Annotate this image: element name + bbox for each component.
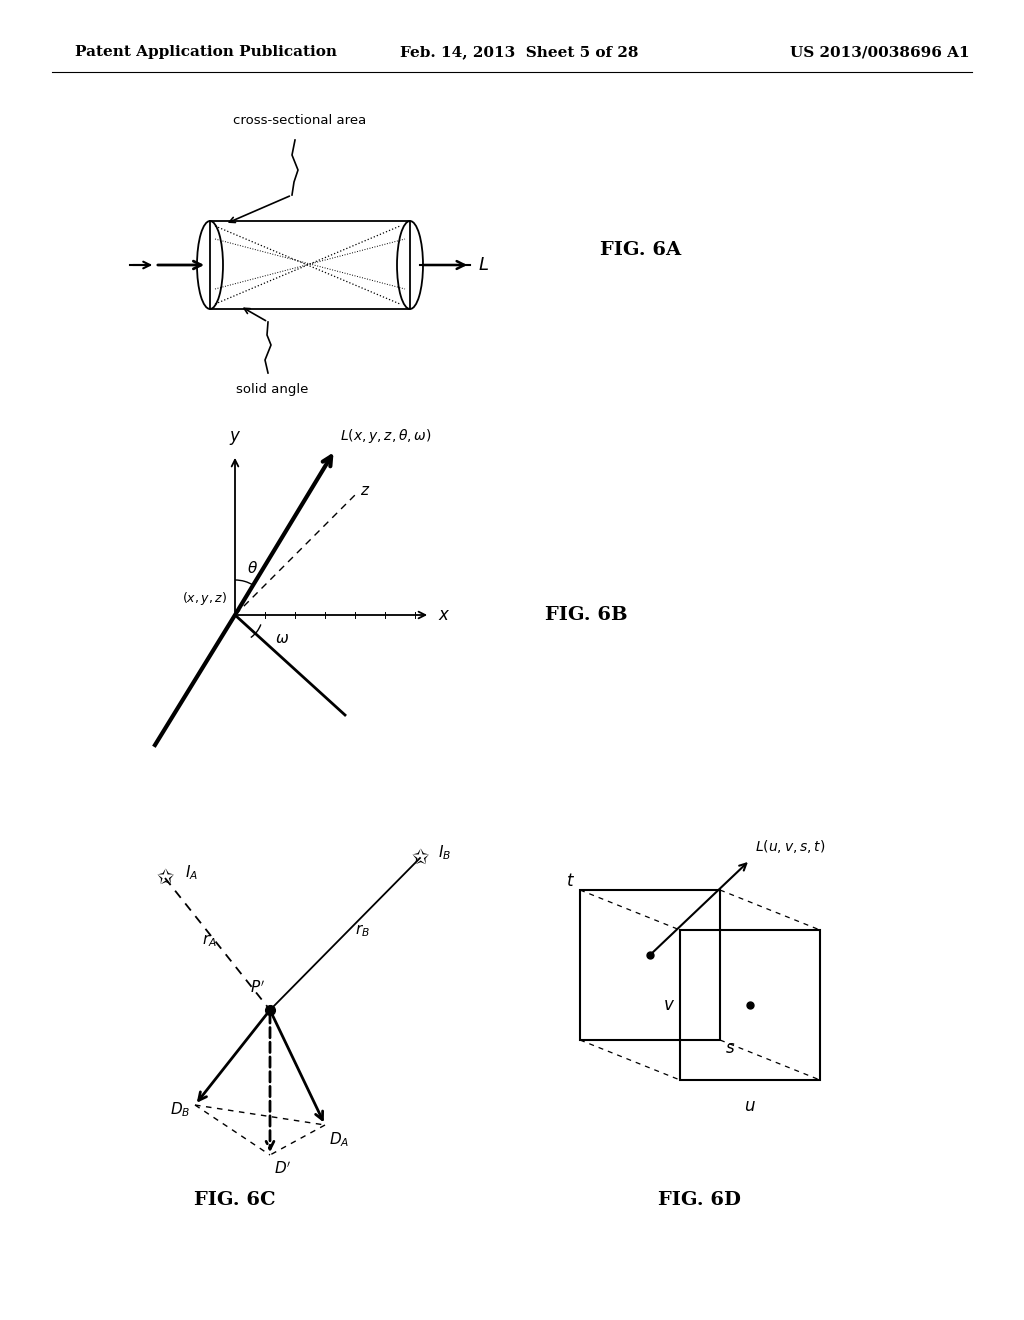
Text: $I_B$: $I_B$ <box>438 843 452 862</box>
Text: $\omega$: $\omega$ <box>275 632 289 645</box>
Text: $L(u,v,s,t)$: $L(u,v,s,t)$ <box>755 838 825 855</box>
Text: $y$: $y$ <box>228 429 242 447</box>
Text: FIG. 6D: FIG. 6D <box>658 1191 741 1209</box>
Text: $L(x,y,z,\theta,\omega)$: $L(x,y,z,\theta,\omega)$ <box>340 426 431 445</box>
Text: solid angle: solid angle <box>236 384 308 396</box>
Text: $(x,y,z)$: $(x,y,z)$ <box>182 590 227 607</box>
Text: $v$: $v$ <box>663 997 675 1014</box>
Text: $D_B$: $D_B$ <box>170 1100 190 1119</box>
Text: $P'$: $P'$ <box>250 979 265 997</box>
Text: FIG. 6A: FIG. 6A <box>600 242 681 259</box>
Text: $L$: $L$ <box>478 256 488 275</box>
Text: $u$: $u$ <box>744 1098 756 1115</box>
Text: $x$: $x$ <box>438 606 451 623</box>
Text: FIG. 6C: FIG. 6C <box>195 1191 275 1209</box>
Text: $t$: $t$ <box>566 873 575 890</box>
Text: cross-sectional area: cross-sectional area <box>233 114 367 127</box>
Text: ✩: ✩ <box>412 847 429 869</box>
Text: US 2013/0038696 A1: US 2013/0038696 A1 <box>790 45 970 59</box>
Text: $D'$: $D'$ <box>274 1160 292 1176</box>
Text: $\theta$: $\theta$ <box>247 560 258 576</box>
Text: Patent Application Publication: Patent Application Publication <box>75 45 337 59</box>
Text: $D_A$: $D_A$ <box>329 1130 349 1148</box>
Text: ✩: ✩ <box>157 869 174 888</box>
Text: $r_B$: $r_B$ <box>355 921 370 939</box>
Text: $z$: $z$ <box>360 484 371 498</box>
Text: FIG. 6B: FIG. 6B <box>545 606 628 624</box>
Text: Feb. 14, 2013  Sheet 5 of 28: Feb. 14, 2013 Sheet 5 of 28 <box>400 45 639 59</box>
Text: $I_A$: $I_A$ <box>185 863 198 882</box>
Text: $s$: $s$ <box>725 1040 735 1057</box>
Text: $r_A$: $r_A$ <box>202 932 217 949</box>
